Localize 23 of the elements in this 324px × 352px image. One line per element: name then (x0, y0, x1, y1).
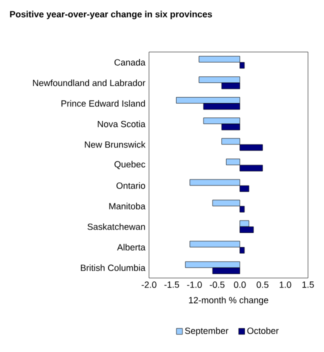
x-tick-label: 0.0 (234, 282, 246, 288)
y-tick-label: British Columbia (80, 264, 146, 272)
x-axis-title: 12-month % change (189, 296, 268, 306)
x-tick-label: -1.5 (164, 282, 180, 288)
x-tick-label: -2.0 (142, 282, 156, 288)
legend-label: October (247, 327, 279, 334)
y-tick-label: Manitoba (109, 202, 146, 210)
x-tick-label: 1.5 (302, 282, 314, 288)
x-tick-label: 1.0 (280, 282, 292, 288)
y-tick-label: Nova Scotia (98, 120, 146, 128)
chart-title: Positive year-over-year change in six provinces (10, 10, 212, 20)
x-tick-label: -1.0 (187, 282, 202, 288)
y-tick-label: Quebec (114, 160, 146, 170)
x-tick-label: -0.5 (210, 282, 224, 288)
y-tick-label: Canada (114, 58, 146, 66)
legend-label: September (185, 327, 228, 336)
y-tick-label: Newfoundland and Labrador (33, 80, 146, 86)
y-tick-label: Ontario (116, 182, 146, 189)
y-tick-label: Prince Edward Island (61, 100, 145, 107)
y-tick-label: New Brunswick (84, 141, 146, 148)
x-tick-label: 0.5 (256, 282, 268, 288)
y-tick-label: Alberta (117, 244, 146, 250)
y-tick-label: Saskatchewan (88, 223, 145, 230)
